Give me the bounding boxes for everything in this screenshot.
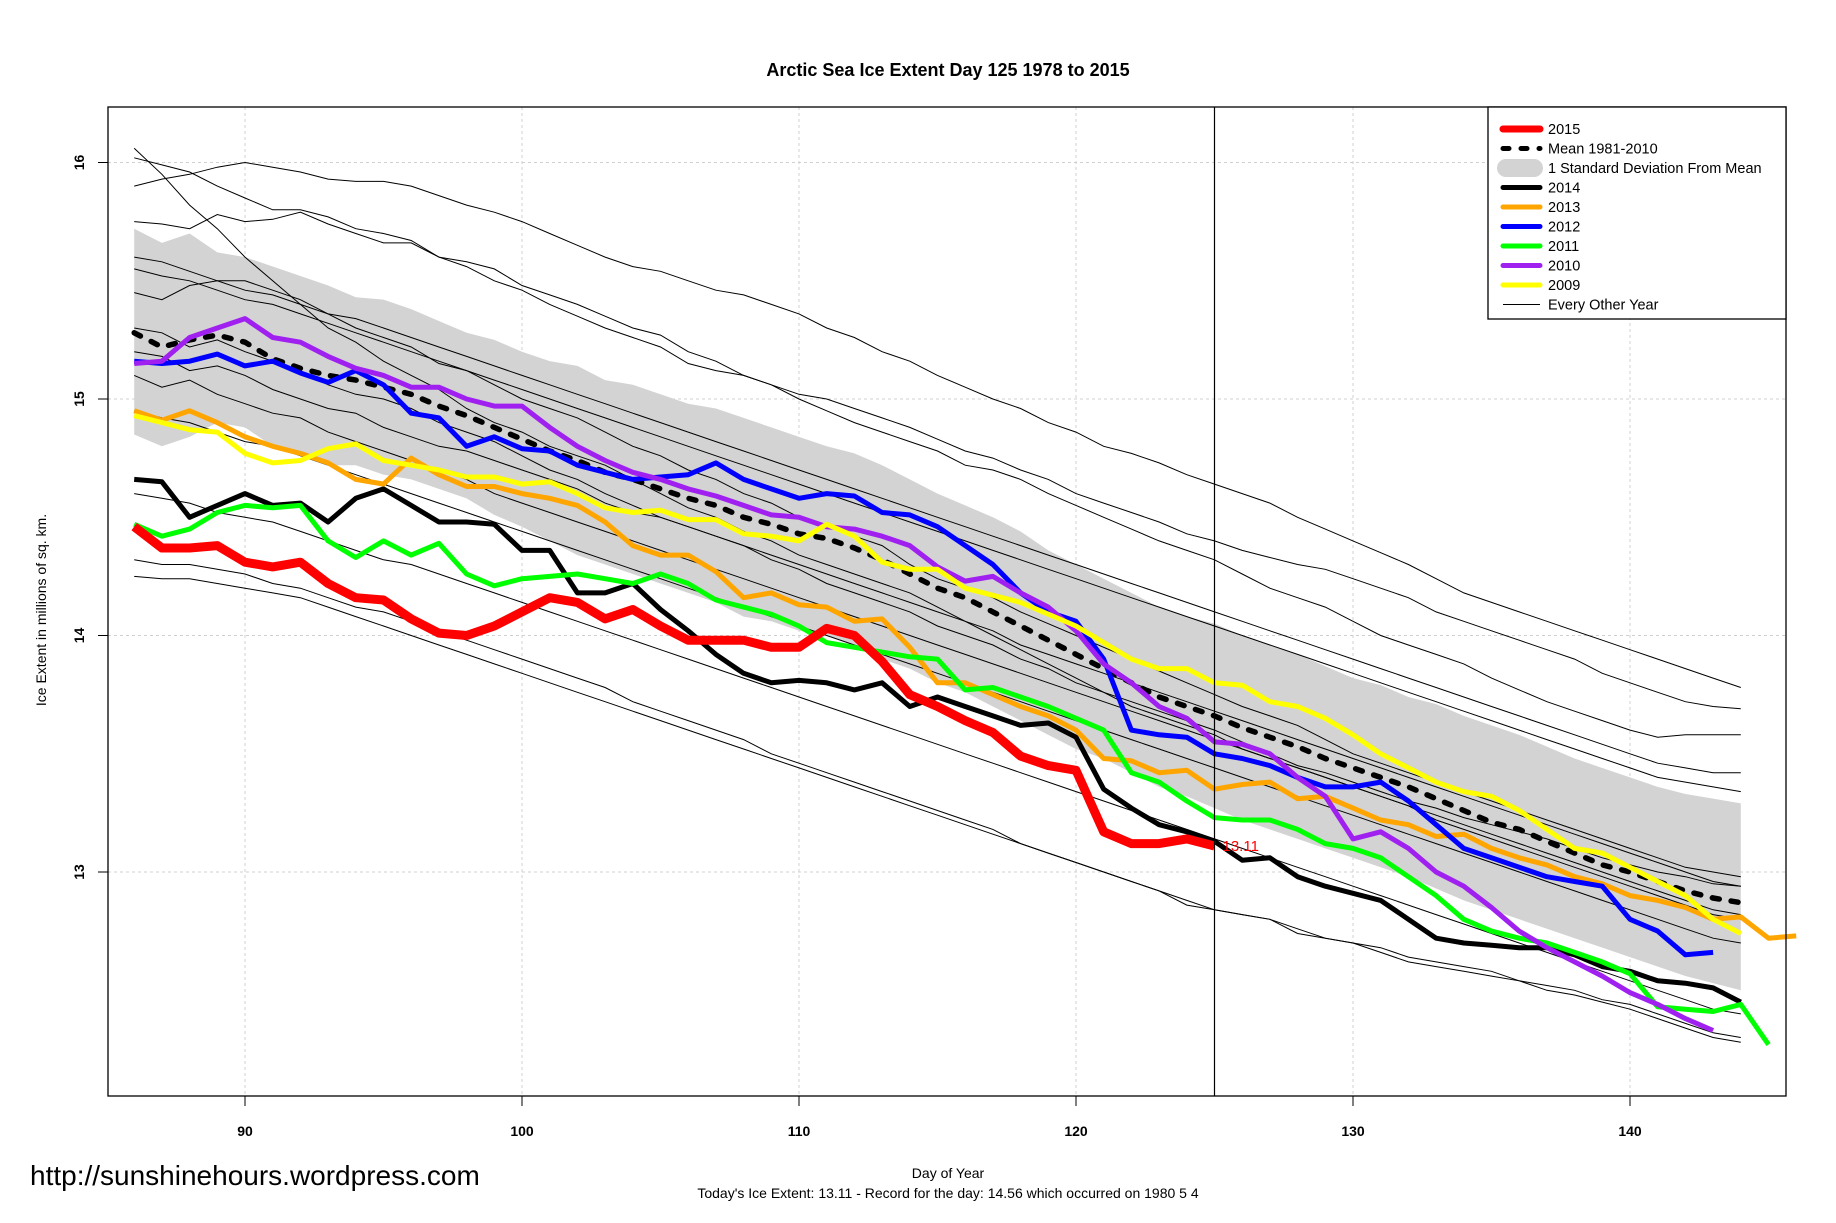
legend-label: Mean 1981-2010 [1548, 142, 1658, 158]
legend-label: 2013 [1548, 200, 1580, 216]
y-tick-label: 13 [71, 864, 87, 880]
series-line-2011 [133, 502, 1771, 1047]
x-axis-ticks: 90 100 110 120 130 140 [237, 1096, 1642, 1139]
watermark-url: http://sunshinehours.wordpress.com [30, 1160, 480, 1191]
x-tick-label: 130 [1341, 1123, 1365, 1139]
legend: 2015 Mean 1981-2010 1 Standard Deviation F… [1487, 106, 1787, 320]
plot-frame [107, 106, 1787, 1097]
series-line-2012 [133, 351, 1714, 958]
x-tick-label: 120 [1064, 1123, 1088, 1139]
other-year-line [134, 374, 1741, 916]
legend-label: 1 Standard Deviation From Mean [1548, 161, 1762, 177]
legend-label: Every Other Year [1548, 298, 1659, 314]
y-axis-ticks: 13 14 15 16 [71, 155, 108, 880]
x-tick-label: 110 [788, 1123, 811, 1139]
mean-1981-2010-line [131, 330, 1744, 906]
x-tick-label: 100 [510, 1123, 534, 1139]
series-line-2009 [133, 413, 1742, 936]
series-line-2014 [133, 476, 1742, 1005]
chart-title: Arctic Sea Ice Extent Day 125 1978 to 20… [766, 60, 1129, 80]
y-tick-label: 16 [71, 155, 87, 171]
y-axis-label: Ice Extent in millions of sq. km. [33, 514, 49, 706]
mean-line [131, 330, 1744, 906]
other-year-line [133, 147, 1741, 887]
other-year-line [134, 256, 1741, 774]
series-line-2015 [131, 523, 1216, 851]
legend-label: 2015 [1548, 122, 1580, 138]
x-axis-label: Day of Year [912, 1165, 985, 1181]
legend-label: 2009 [1548, 278, 1580, 294]
other-year-line [134, 157, 1741, 710]
legend-label: 2010 [1548, 259, 1580, 275]
other-year-line [134, 410, 1741, 944]
highlight-series [131, 316, 1797, 1047]
legend-label: 2011 [1548, 239, 1579, 255]
current-value-label: 13.11 [1223, 838, 1259, 855]
other-year-line [134, 351, 1741, 887]
x-tick-label: 140 [1618, 1123, 1642, 1139]
series-line-2013 [133, 408, 1797, 941]
legend-label: 2014 [1548, 181, 1580, 197]
other-year-line [134, 211, 1741, 738]
series-line-2010 [133, 316, 1715, 1033]
legend-swatch-band [1497, 159, 1543, 177]
legend-label: 2012 [1548, 220, 1580, 236]
footer-summary: Today's Ice Extent: 13.11 - Record for t… [697, 1185, 1198, 1201]
x-tick-label: 90 [237, 1123, 253, 1139]
other-year-line [134, 493, 1741, 1015]
other-year-line [134, 559, 1741, 1043]
y-tick-label: 14 [71, 628, 87, 644]
y-tick-label: 15 [71, 391, 87, 407]
other-year-line [134, 161, 1741, 688]
other-year-line [134, 575, 1741, 1038]
other-year-line [134, 268, 1741, 793]
